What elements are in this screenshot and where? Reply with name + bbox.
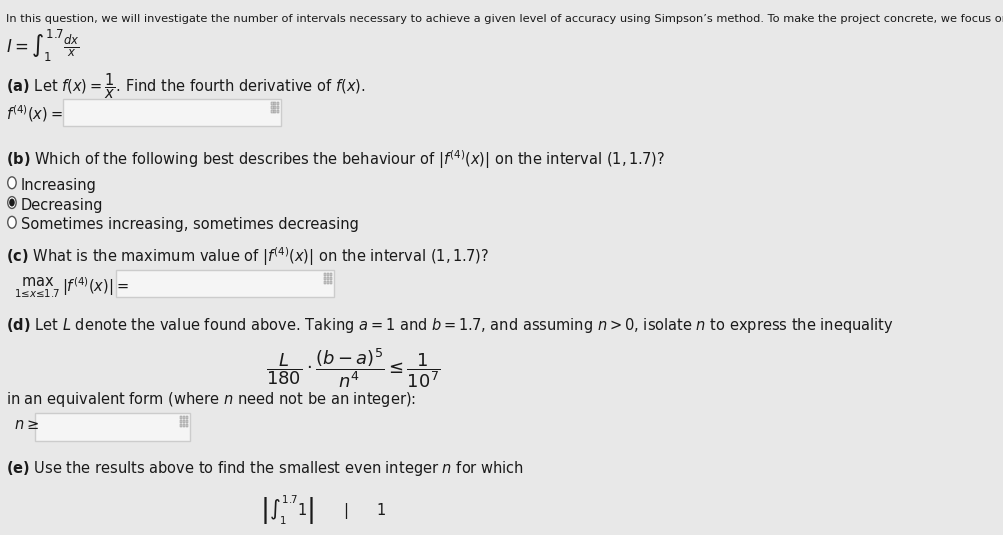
Text: In this question, we will investigate the number of intervals necessary to achie: In this question, we will investigate th…	[6, 14, 1003, 24]
FancyBboxPatch shape	[327, 280, 329, 284]
FancyBboxPatch shape	[324, 277, 326, 280]
Circle shape	[9, 198, 15, 207]
FancyBboxPatch shape	[116, 270, 334, 297]
Text: $\mathbf{(c)}$ What is the maximum value of $|f^{(4)}(x)|$ on the interval $(1, : $\mathbf{(c)}$ What is the maximum value…	[6, 245, 488, 268]
Text: $\mathbf{(e)}$ Use the results above to find the smallest even integer $n$ for w: $\mathbf{(e)}$ Use the results above to …	[6, 460, 524, 478]
FancyBboxPatch shape	[271, 110, 273, 113]
FancyBboxPatch shape	[324, 273, 326, 276]
FancyBboxPatch shape	[324, 280, 326, 284]
FancyBboxPatch shape	[274, 110, 276, 113]
FancyBboxPatch shape	[186, 416, 188, 419]
FancyBboxPatch shape	[35, 413, 190, 441]
FancyBboxPatch shape	[183, 420, 185, 423]
Text: in an equivalent form (where $n$ need not be an integer):: in an equivalent form (where $n$ need no…	[6, 390, 415, 409]
FancyBboxPatch shape	[183, 424, 185, 427]
FancyBboxPatch shape	[271, 106, 273, 109]
Circle shape	[8, 177, 16, 189]
FancyBboxPatch shape	[329, 273, 332, 276]
FancyBboxPatch shape	[271, 102, 273, 105]
FancyBboxPatch shape	[186, 420, 188, 423]
Text: $n \geq$: $n \geq$	[14, 417, 39, 432]
FancyBboxPatch shape	[329, 280, 332, 284]
FancyBboxPatch shape	[327, 277, 329, 280]
FancyBboxPatch shape	[183, 416, 185, 419]
FancyBboxPatch shape	[180, 420, 182, 423]
Text: $\mathbf{(d)}$ Let $L$ denote the value found above. Taking $a = 1$ and $b = 1.7: $\mathbf{(d)}$ Let $L$ denote the value …	[6, 316, 893, 335]
Text: $I = \int_1^{1.7} \frac{dx}{x}$: $I = \int_1^{1.7} \frac{dx}{x}$	[6, 28, 79, 64]
FancyBboxPatch shape	[180, 416, 182, 419]
FancyBboxPatch shape	[329, 277, 332, 280]
FancyBboxPatch shape	[63, 99, 281, 126]
FancyBboxPatch shape	[277, 102, 279, 105]
Text: Sometimes increasing, sometimes decreasing: Sometimes increasing, sometimes decreasi…	[21, 217, 359, 232]
Circle shape	[8, 196, 16, 209]
FancyBboxPatch shape	[186, 424, 188, 427]
Text: $|f^{(4)}(x)| =$: $|f^{(4)}(x)| =$	[62, 276, 128, 299]
Text: $\left| \int_1^{1.7} 1 \right|$      |      1: $\left| \int_1^{1.7} 1 \right|$ | 1	[260, 494, 386, 528]
FancyBboxPatch shape	[327, 273, 329, 276]
Circle shape	[8, 216, 16, 228]
Text: $\mathbf{(a)}$ Let $f(x) = \dfrac{1}{x}$. Find the fourth derivative of $f(x)$.: $\mathbf{(a)}$ Let $f(x) = \dfrac{1}{x}$…	[6, 71, 365, 101]
FancyBboxPatch shape	[274, 102, 276, 105]
Text: $f^{(4)}(x) =$: $f^{(4)}(x) =$	[6, 104, 62, 125]
Text: $\mathbf{(b)}$ Which of the following best describes the behaviour of $|f^{(4)}(: $\mathbf{(b)}$ Which of the following be…	[6, 148, 664, 171]
Text: $\dfrac{L}{180} \cdot \dfrac{(b-a)^5}{n^4} \leq \dfrac{1}{10^7}$: $\dfrac{L}{180} \cdot \dfrac{(b-a)^5}{n^…	[266, 346, 440, 389]
FancyBboxPatch shape	[277, 110, 279, 113]
Text: $\max_{1 \leq x \leq 1.7}$: $\max_{1 \leq x \leq 1.7}$	[14, 276, 60, 300]
FancyBboxPatch shape	[277, 106, 279, 109]
FancyBboxPatch shape	[180, 424, 182, 427]
FancyBboxPatch shape	[274, 106, 276, 109]
Text: Decreasing: Decreasing	[21, 197, 103, 212]
Text: Increasing: Increasing	[21, 178, 97, 193]
